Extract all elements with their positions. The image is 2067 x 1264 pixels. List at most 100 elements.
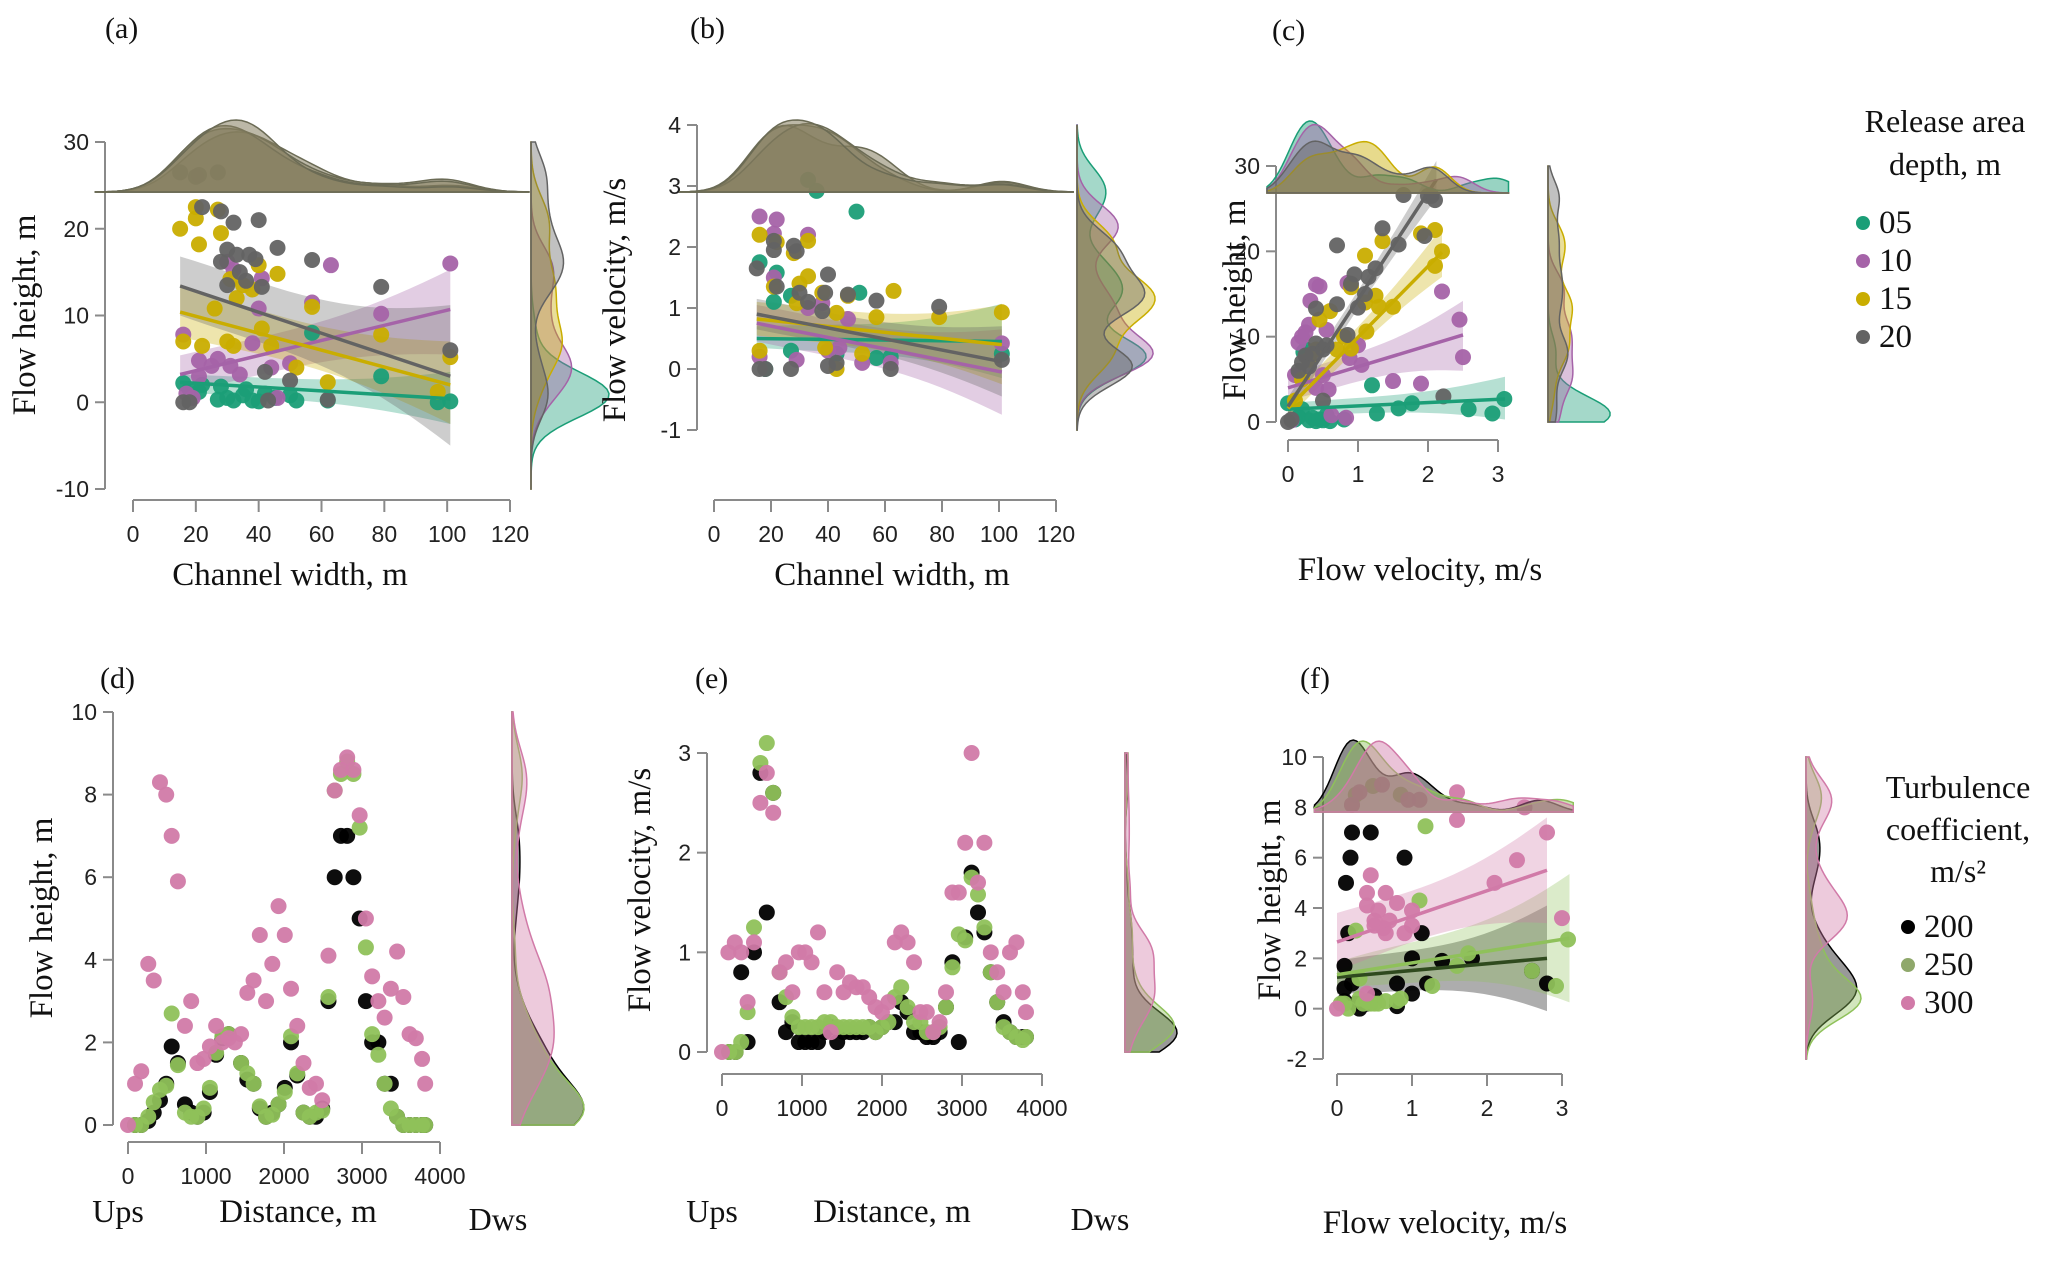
y-tick-label: 0 bbox=[1247, 409, 1260, 435]
marginal-densities bbox=[679, 119, 1156, 431]
data-point bbox=[320, 988, 337, 1005]
y-axis-title: Flow velocity, m/s bbox=[622, 768, 658, 1012]
data-point bbox=[1336, 957, 1353, 974]
confidence-band-20 bbox=[180, 256, 451, 446]
data-point bbox=[1283, 411, 1300, 428]
data-point bbox=[1413, 375, 1429, 392]
legend-marker bbox=[1856, 216, 1870, 230]
data-point bbox=[822, 1024, 839, 1041]
panel-c: (c) 0 10 20 30 0 1 2 3 Flow velocity, m/s Flow hei… bbox=[1217, 14, 1611, 588]
data-point bbox=[899, 934, 916, 951]
legend-label: 250 bbox=[1924, 947, 1974, 983]
x-axis: 0 1 2 3 bbox=[1331, 1073, 1568, 1121]
data-point bbox=[314, 1092, 331, 1109]
x-tick-label: 1 bbox=[1352, 461, 1365, 487]
data-point bbox=[1018, 1029, 1034, 1046]
panel-a: (a) -10 0 10 20 30 0 20 40 60 80 100 120 Channel widt… bbox=[7, 12, 610, 593]
legend-label: 300 bbox=[1924, 985, 1974, 1021]
data-point bbox=[800, 232, 817, 249]
x-axis: 0 20 40 60 80 100 120 bbox=[127, 499, 529, 547]
y-tick-label: -2 bbox=[1287, 1046, 1307, 1072]
data-point bbox=[938, 999, 954, 1016]
data-point bbox=[351, 807, 368, 824]
data-point bbox=[1340, 1000, 1357, 1017]
data-point bbox=[145, 972, 162, 989]
x-tick-label: 2000 bbox=[258, 1163, 309, 1189]
data-point bbox=[1427, 192, 1443, 209]
data-point bbox=[1460, 401, 1477, 418]
y-tick-label: 4 bbox=[668, 112, 681, 138]
x-tick-label: 3000 bbox=[336, 1163, 387, 1189]
y-axis-title: Flow height, m bbox=[24, 817, 60, 1018]
data-point bbox=[800, 293, 817, 310]
data-point bbox=[414, 1050, 431, 1067]
x-tick-label: 60 bbox=[872, 521, 898, 547]
marginal-densities bbox=[511, 711, 585, 1126]
data-point bbox=[1368, 405, 1385, 422]
data-point bbox=[1362, 867, 1379, 884]
data-point bbox=[181, 394, 198, 411]
data-point bbox=[1364, 377, 1380, 394]
data-point bbox=[239, 984, 256, 1001]
x-tick-label: 80 bbox=[929, 521, 955, 547]
data-point bbox=[1342, 849, 1359, 866]
data-point bbox=[989, 964, 1006, 981]
panel-label: (f) bbox=[1300, 662, 1330, 695]
legend-marker bbox=[1856, 330, 1870, 344]
data-point bbox=[957, 834, 974, 851]
upstream-label: Ups bbox=[92, 1193, 144, 1229]
data-point bbox=[1396, 849, 1413, 866]
top-density-250 bbox=[1313, 740, 1574, 813]
regression-line-20 bbox=[179, 284, 451, 378]
data-point bbox=[1374, 220, 1391, 237]
regression-lines bbox=[756, 312, 1003, 374]
x-tick-label: 40 bbox=[815, 521, 841, 547]
right-density-300 bbox=[1805, 756, 1849, 1060]
data-point bbox=[351, 819, 368, 836]
data-point bbox=[1359, 884, 1375, 901]
data-point bbox=[1416, 227, 1433, 244]
panel-d: (d) 0 2 4 6 8 10 0 1000 2000 3000 4000 Distance, m Fl… bbox=[24, 662, 585, 1237]
y-axis: 0 1 2 3 bbox=[678, 740, 708, 1065]
data-point bbox=[264, 955, 281, 972]
data-point bbox=[828, 304, 845, 321]
x-tick-label: 0 bbox=[122, 1163, 135, 1189]
data-point bbox=[1377, 884, 1394, 901]
data-point bbox=[276, 1083, 293, 1100]
y-tick-label: 20 bbox=[1234, 238, 1260, 264]
x-tick-label: 40 bbox=[246, 521, 272, 547]
data-point bbox=[782, 361, 799, 377]
data-point bbox=[269, 239, 286, 256]
data-point bbox=[1548, 978, 1564, 995]
data-point bbox=[899, 999, 916, 1016]
legend-entry-250: 250 bbox=[1901, 947, 1974, 983]
data-point bbox=[1358, 323, 1375, 340]
data-point bbox=[739, 994, 756, 1011]
data-point bbox=[208, 1017, 225, 1034]
data-point bbox=[733, 1034, 750, 1051]
legend-marker bbox=[1856, 254, 1870, 268]
data-point bbox=[931, 298, 948, 315]
y-tick-label: -10 bbox=[56, 476, 89, 502]
x-tick-label: 120 bbox=[491, 521, 529, 547]
data-point bbox=[957, 932, 974, 949]
data-point bbox=[963, 745, 980, 761]
data-point bbox=[1404, 917, 1420, 934]
regression-line-10 bbox=[756, 321, 1003, 374]
data-point bbox=[269, 265, 286, 282]
top-density-20 bbox=[94, 119, 530, 193]
data-point bbox=[283, 980, 300, 997]
top-density-300 bbox=[1313, 740, 1574, 813]
x-tick-label: 80 bbox=[372, 521, 398, 547]
panel-e: (e) 0 1 2 3 0 1000 2000 3000 4000 Distance, m Flow … bbox=[622, 662, 1178, 1237]
data-point bbox=[295, 1055, 312, 1072]
x-tick-label: 2 bbox=[1481, 1095, 1494, 1121]
data-point bbox=[993, 351, 1010, 368]
data-point bbox=[1377, 925, 1394, 942]
data-point bbox=[814, 303, 831, 320]
data-point bbox=[950, 884, 967, 901]
data-point bbox=[885, 282, 902, 299]
data-point bbox=[784, 984, 801, 1001]
legend-marker bbox=[1901, 996, 1915, 1010]
data-point bbox=[1338, 874, 1354, 891]
